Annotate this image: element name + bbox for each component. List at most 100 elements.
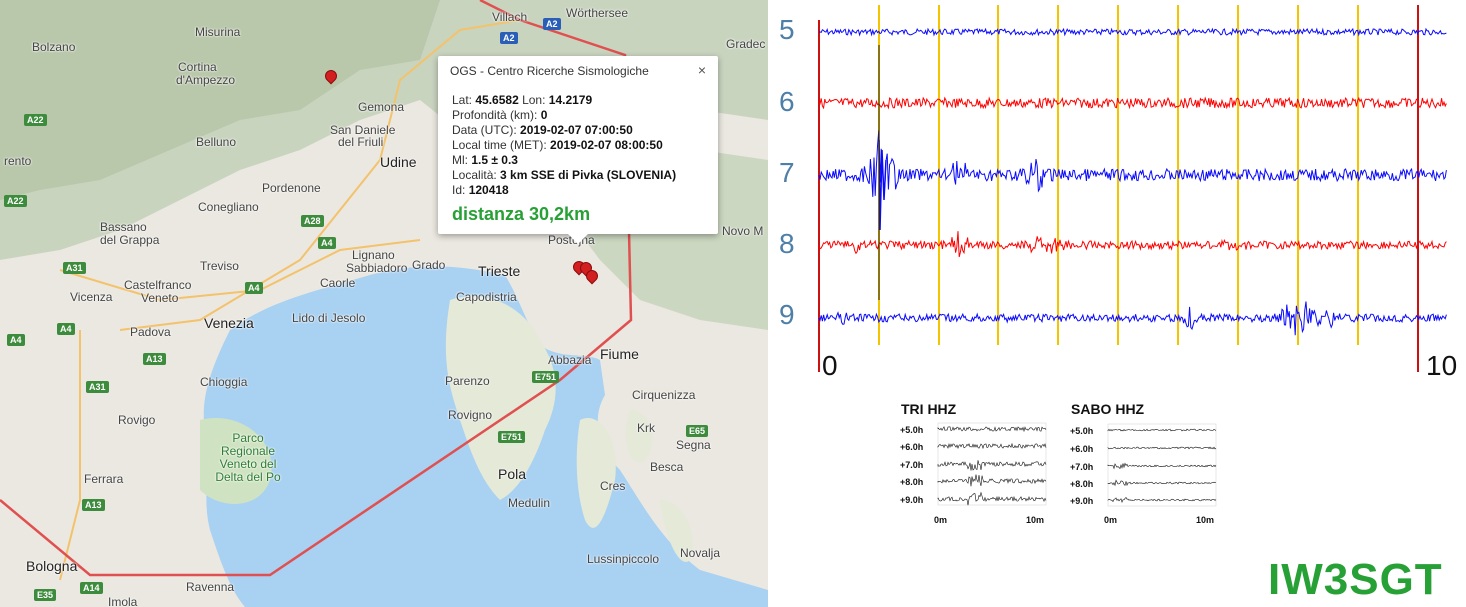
road-shield: A31 (63, 262, 86, 274)
place-label: Besca (650, 460, 684, 474)
magnitude-value: 1.5 ± 0.3 (471, 153, 518, 167)
place-label: Cortina (178, 60, 217, 74)
magnitude-label: Ml: (452, 153, 472, 167)
mini-row-label: +5.0h (1070, 426, 1094, 436)
place-label: Bolzano (32, 40, 76, 54)
mini-row-label: +6.0h (900, 442, 924, 452)
trace-channel-6 (818, 96, 1447, 110)
lat-label: Lat: (452, 93, 476, 107)
place-label: Misurina (195, 25, 241, 39)
utc-label: Data (UTC): (452, 123, 521, 137)
road-shield: A4 (245, 282, 263, 294)
mini-row-label: +7.0h (1070, 462, 1094, 472)
place-label: Medulin (508, 496, 551, 510)
popup-row-id: Id: 120418 (452, 183, 509, 197)
trace-channel-5 (818, 27, 1447, 37)
place-label: Udine (380, 154, 417, 170)
mini-axis-start: 0m (1104, 515, 1118, 525)
place-label: Chioggia (200, 375, 248, 389)
place-label: Ravenna (186, 580, 235, 594)
road-shield: A2 (543, 18, 561, 30)
mini-axis-end: 10m (1026, 515, 1045, 525)
place-label: Gemona (358, 100, 405, 114)
channel-label-6: 6 (779, 86, 795, 117)
lat-value: 45.6582 (475, 93, 519, 107)
mini-tri-trace (937, 460, 1047, 471)
local-label: Local time (MET): (452, 138, 551, 152)
place-label: Lido di Jesolo (292, 311, 366, 325)
place-label: Gradec (726, 37, 766, 51)
trace-spike (878, 139, 887, 231)
callsign: IW3SGT (1268, 555, 1443, 604)
road-shield: A4 (57, 323, 75, 335)
utc-value: 2019-02-07 07:00:50 (520, 123, 633, 137)
place-label: Fiume (600, 346, 639, 362)
trace-channel-7 (818, 130, 1447, 197)
road-shield: A13 (143, 353, 166, 365)
place-label: Parenzo (445, 374, 490, 388)
place-label: del Friuli (338, 135, 384, 149)
place-label: Rovigno (448, 408, 493, 422)
place-label: Villach (492, 10, 528, 24)
trace-channel-9 (818, 301, 1447, 336)
place-label: Castelfranco (124, 278, 192, 292)
mini-tri-trace (937, 474, 1047, 487)
mini-row-label: +8.0h (1070, 479, 1094, 489)
popup-row-depth: Profondità (km): 0 (452, 108, 547, 122)
place-label: Rovigo (118, 413, 156, 427)
channel-label-5: 5 (779, 14, 795, 45)
place-label: Venezia (204, 315, 254, 331)
mini-row-label: +8.0h (900, 477, 924, 487)
mini-tri-trace (937, 491, 1047, 506)
channel-label-7: 7 (779, 157, 795, 188)
event-info-popup: OGS - Centro Ricerche Sismologiche × Lat… (438, 56, 718, 244)
place-label: Bologna (26, 558, 78, 574)
mini-sabo-frame (1107, 423, 1217, 507)
lon-label: Lon: (518, 93, 549, 107)
road-shield: E35 (34, 589, 57, 601)
distance-text: distanza 30,2km (452, 204, 591, 224)
place-label: Vicenza (70, 290, 113, 304)
popup-row-magnitude: Ml: 1.5 ± 0.3 (452, 153, 518, 167)
mini-sabo-trace (1107, 497, 1217, 503)
place-label: Grado (412, 258, 446, 272)
popup-row-utc: Data (UTC): 2019-02-07 07:00:50 (452, 123, 633, 137)
channel-label-9: 9 (779, 299, 795, 330)
place-label: Cirquenizza (632, 388, 696, 402)
road-shield: E65 (686, 425, 709, 437)
road-shield: A4 (7, 334, 25, 346)
close-icon[interactable]: × (697, 62, 706, 78)
trace-channel-8 (818, 231, 1447, 258)
road-shield: A28 (301, 215, 324, 227)
road-shield: A14 (80, 582, 103, 594)
place-label: Lussinpiccolo (587, 552, 660, 566)
place-label: Segna (676, 438, 711, 452)
place-label: Pordenone (262, 181, 321, 195)
map-panel[interactable]: Villach Wörthersee Bolzano Misurina Cortina d… (0, 0, 768, 607)
popup-row-coords: Lat: 45.6582 Lon: 14.2179 (452, 93, 592, 107)
popup-row-local: Local time (MET): 2019-02-07 08:00:50 (452, 138, 663, 152)
mini-sabo-trace (1107, 479, 1217, 487)
mini-tri-trace (937, 426, 1047, 433)
mini-sabo-trace (1107, 446, 1217, 450)
road-shield: E751 (532, 371, 560, 383)
id-label: Id: (452, 183, 469, 197)
place-label: Bassano (100, 220, 147, 234)
place-label: Veneto (141, 291, 179, 305)
mini-row-label: +7.0h (900, 460, 924, 470)
place-label: del Grappa (100, 233, 160, 247)
place-label: Caorle (320, 276, 356, 290)
place-label: Lignano (352, 248, 395, 262)
depth-label: Profondità (km): (452, 108, 541, 122)
park-label: Parco Regionale Veneto del Delta del Po (215, 431, 281, 484)
mini-row-label: +5.0h (900, 425, 924, 435)
road-shield: A13 (82, 499, 105, 511)
location-value: 3 km SSE di Pivka (SLOVENIA) (500, 168, 677, 182)
location-label: Località: (452, 168, 501, 182)
place-label: Wörthersee (566, 6, 629, 20)
place-label: Cres (600, 479, 626, 493)
mini-row-label: +9.0h (1070, 496, 1094, 506)
depth-value: 0 (540, 108, 548, 122)
mini-title-sabo: SABO HHZ (1071, 401, 1145, 417)
road-shield: A22 (4, 195, 27, 207)
